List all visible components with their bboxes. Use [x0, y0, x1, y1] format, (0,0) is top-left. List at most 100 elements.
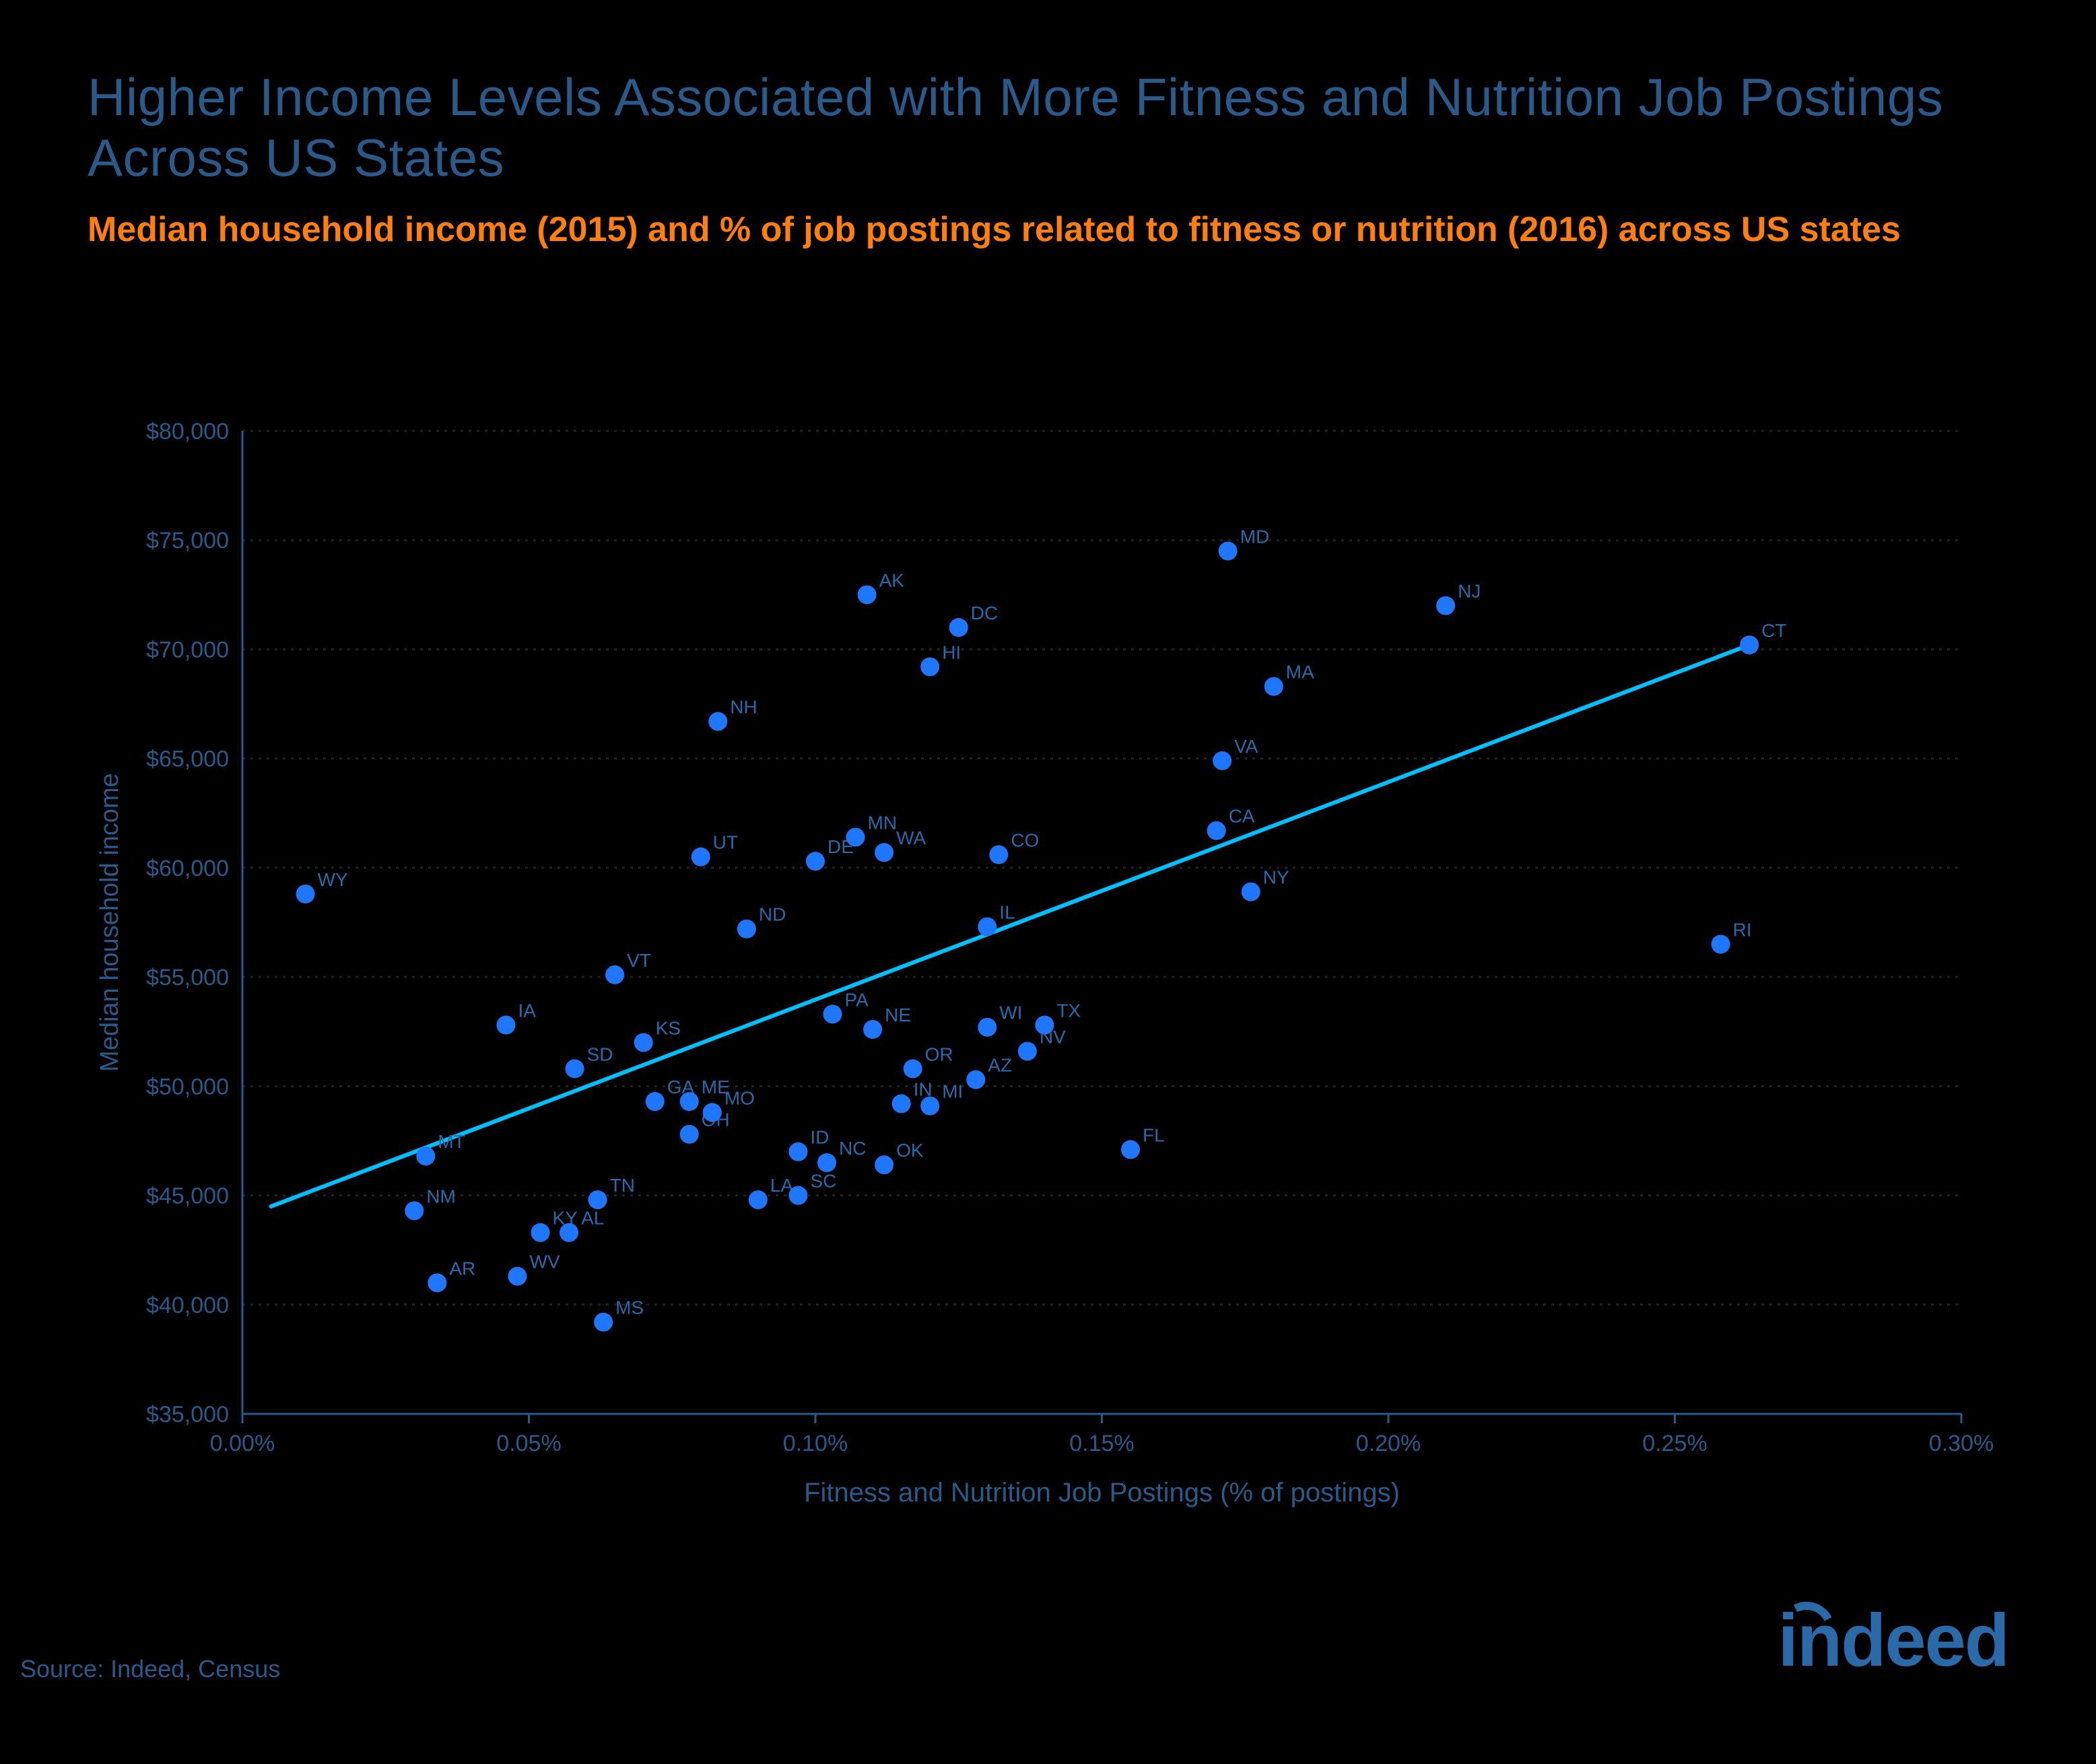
- data-point: [594, 1313, 613, 1332]
- y-tick-label: $35,000: [146, 1402, 229, 1427]
- data-point: [605, 965, 624, 984]
- data-point: [1018, 1042, 1037, 1060]
- data-point: [846, 827, 865, 846]
- data-point: [1219, 541, 1238, 560]
- trend-line: [271, 645, 1750, 1207]
- y-tick-label: $60,000: [146, 856, 229, 881]
- data-point-label: AR: [449, 1258, 475, 1279]
- data-point-label: NJ: [1458, 581, 1481, 602]
- data-point-label: CA: [1229, 806, 1255, 827]
- data-point: [1242, 883, 1260, 902]
- data-point: [806, 852, 825, 871]
- data-point: [817, 1153, 836, 1172]
- data-point-label: IL: [999, 902, 1015, 922]
- data-point: [508, 1267, 527, 1286]
- data-point-label: WY: [318, 869, 348, 890]
- data-point-label: AK: [879, 570, 905, 590]
- x-tick-label: 0.05%: [496, 1431, 561, 1456]
- data-point-label: NM: [426, 1186, 456, 1207]
- data-point-label: SC: [810, 1171, 836, 1192]
- scatter-chart: $35,000$40,000$45,000$50,000$55,000$60,0…: [88, 404, 2008, 1549]
- data-point-label: VA: [1234, 736, 1258, 757]
- data-point-label: KS: [656, 1017, 681, 1038]
- data-point-label: WV: [529, 1252, 560, 1273]
- data-point: [1035, 1015, 1054, 1034]
- data-point-label: TX: [1056, 1000, 1081, 1021]
- data-point: [875, 1155, 893, 1174]
- y-tick-label: $45,000: [146, 1184, 229, 1209]
- data-point: [858, 585, 877, 604]
- data-point-label: ND: [759, 904, 786, 925]
- data-point-label: NE: [885, 1005, 911, 1025]
- data-point: [634, 1033, 653, 1052]
- data-point: [680, 1125, 699, 1144]
- data-point: [737, 920, 756, 939]
- data-point-label: MT: [438, 1131, 465, 1152]
- data-point-label: TN: [610, 1175, 635, 1196]
- data-point: [949, 618, 968, 637]
- data-point: [788, 1186, 807, 1205]
- data-point-label: MD: [1240, 526, 1270, 547]
- data-point: [416, 1147, 435, 1165]
- data-point: [1436, 597, 1455, 615]
- data-point: [966, 1071, 985, 1089]
- data-point-label: WI: [999, 1003, 1022, 1023]
- data-point-label: OK: [896, 1140, 924, 1161]
- y-tick-label: $70,000: [146, 637, 229, 663]
- data-point: [863, 1020, 882, 1039]
- data-point: [1121, 1140, 1140, 1159]
- data-point-label: MO: [724, 1087, 755, 1108]
- data-point-label: NC: [839, 1138, 866, 1159]
- data-point: [875, 843, 893, 862]
- data-point-label: HI: [942, 642, 961, 663]
- data-point: [1712, 935, 1730, 953]
- x-tick-label: 0.30%: [1929, 1431, 1994, 1456]
- data-point-label: AL: [581, 1208, 604, 1229]
- data-point-label: MA: [1286, 662, 1314, 683]
- data-point-label: NY: [1263, 867, 1289, 888]
- data-point-label: VT: [627, 950, 651, 971]
- data-point: [904, 1059, 922, 1078]
- data-point: [708, 712, 727, 731]
- x-tick-label: 0.00%: [210, 1431, 275, 1456]
- source-text: Source: Indeed, Census: [20, 1655, 280, 1683]
- data-point-label: UT: [713, 832, 738, 853]
- data-point: [560, 1223, 578, 1242]
- data-point: [296, 885, 315, 904]
- data-point: [428, 1273, 446, 1292]
- data-point: [978, 917, 996, 936]
- data-point: [531, 1223, 550, 1242]
- y-tick-label: $50,000: [146, 1074, 229, 1099]
- data-point-label: FL: [1143, 1124, 1165, 1145]
- data-point: [978, 1018, 996, 1037]
- x-tick-label: 0.25%: [1642, 1431, 1707, 1456]
- data-point: [1213, 751, 1231, 770]
- data-point: [646, 1092, 665, 1111]
- y-tick-label: $65,000: [146, 747, 229, 772]
- x-tick-label: 0.10%: [783, 1431, 848, 1456]
- data-point-label: WA: [896, 827, 926, 848]
- data-point-label: PA: [845, 989, 869, 1010]
- data-point-label: MS: [615, 1297, 644, 1318]
- data-point: [788, 1143, 807, 1161]
- data-point-label: RI: [1733, 919, 1752, 940]
- data-point-label: ID: [810, 1127, 829, 1148]
- data-point: [680, 1092, 699, 1111]
- data-point: [703, 1103, 722, 1122]
- y-tick-label: $55,000: [146, 965, 229, 990]
- data-point-label: MN: [868, 812, 898, 833]
- data-point-label: AZ: [988, 1055, 1012, 1076]
- data-point-label: OR: [925, 1044, 953, 1064]
- chart-subtitle: Median household income (2015) and % of …: [88, 208, 2008, 252]
- data-point: [1264, 677, 1283, 696]
- x-axis-label: Fitness and Nutrition Job Postings (% of…: [804, 1478, 1400, 1507]
- data-point: [749, 1190, 768, 1209]
- data-point-label: DC: [971, 603, 998, 623]
- data-point: [920, 657, 939, 676]
- data-point-label: MI: [942, 1081, 963, 1102]
- chart-title: Higher Income Levels Associated with Mor…: [88, 67, 2008, 188]
- data-point: [989, 845, 1008, 864]
- data-point-label: NH: [730, 697, 757, 718]
- data-point: [1207, 821, 1226, 840]
- data-point: [920, 1097, 939, 1116]
